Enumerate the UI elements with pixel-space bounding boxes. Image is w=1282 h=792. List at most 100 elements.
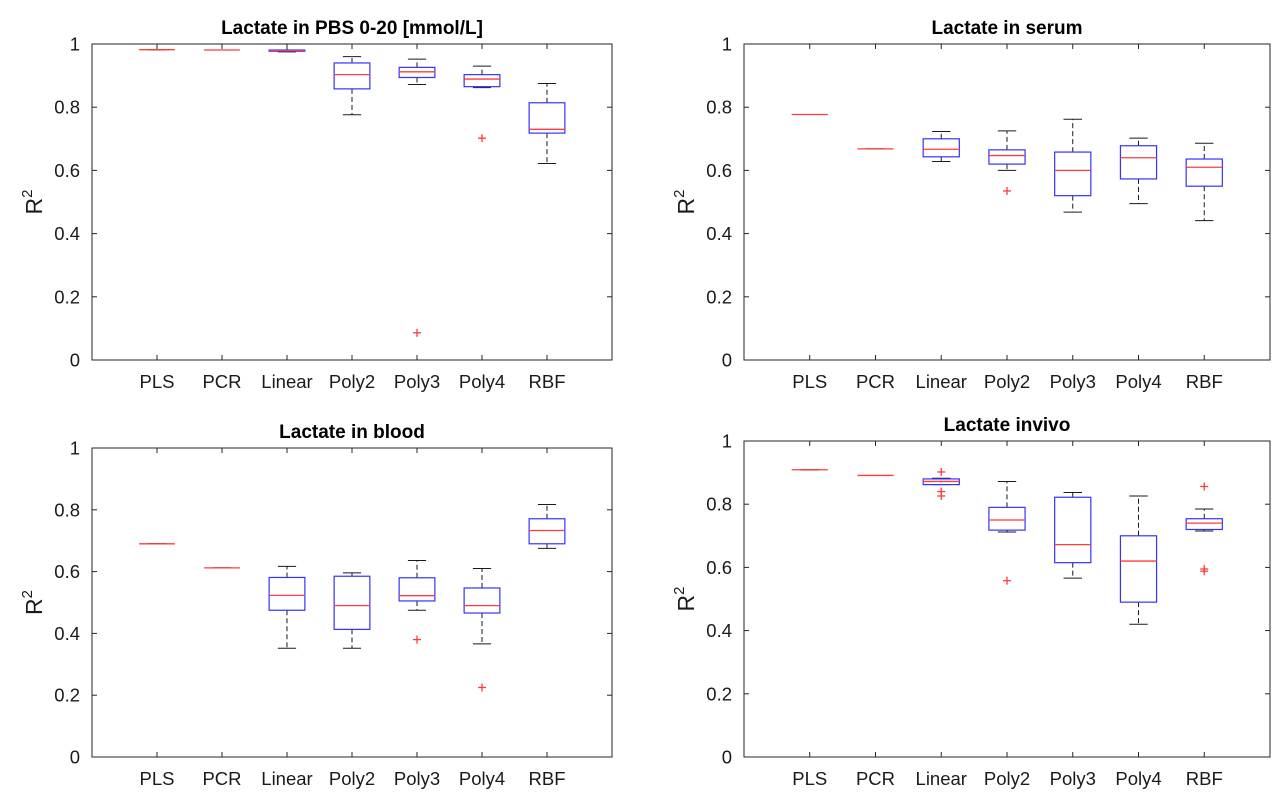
y-axis-label-text: R: [21, 198, 47, 215]
y-tick-label: 0: [70, 350, 80, 371]
x-tick-label: Poly3: [394, 768, 440, 789]
chart-title: Lactate invivo: [944, 415, 1071, 436]
x-tick-label: Poly3: [1050, 371, 1096, 392]
y-axis-label: R2: [19, 590, 47, 615]
y-tick-label: 1: [722, 34, 732, 55]
y-tick-label: 0.2: [54, 286, 80, 307]
y-tick-label: 0: [70, 747, 80, 768]
x-tick-label: PCR: [202, 768, 241, 789]
iqr-box: [988, 149, 1026, 165]
box-poly3: [1054, 492, 1092, 579]
y-tick-label: 0.6: [706, 160, 732, 181]
x-tick-label: PLS: [140, 371, 175, 392]
box-rbf: [1185, 142, 1223, 222]
y-tick-label: 0.2: [706, 286, 732, 307]
iqr-box: [1054, 151, 1092, 197]
outlier-marker: [413, 635, 421, 644]
chart-title: Lactate in PBS 0-20 [mmol/L]: [221, 18, 483, 39]
x-tick-label: Linear: [916, 371, 967, 392]
x-tick-label: PLS: [140, 768, 175, 789]
y-tick-label: 0.8: [54, 499, 80, 520]
outlier-marker: [478, 683, 486, 692]
x-tick-label: Poly4: [1115, 768, 1161, 789]
x-tick-label: Linear: [261, 768, 312, 789]
x-tick-label: PCR: [856, 371, 895, 392]
box-rbf: [528, 83, 566, 164]
iqr-box: [922, 138, 960, 158]
iqr-box: [333, 575, 371, 630]
box-poly3: [398, 58, 436, 337]
chart-panel-4: Lactate invivo 0 0.2 0.4 0.6 0.8 1 R2 PLS PCR Line…: [671, 415, 1271, 789]
outlier-marker: [1200, 482, 1209, 491]
iqr-box: [528, 518, 566, 545]
outlier-marker: [937, 467, 946, 476]
iqr-box: [1054, 496, 1092, 564]
x-tick-label: RBF: [529, 768, 566, 789]
y-axis-label-superscript: 2: [19, 190, 36, 198]
y-tick-label: 0.4: [706, 223, 732, 244]
box-poly4: [1119, 137, 1158, 205]
x-tick-label: PCR: [856, 768, 895, 789]
y-tick-label: 0.4: [54, 223, 80, 244]
outlier-marker: [1003, 186, 1011, 195]
axes-frame: [91, 447, 613, 758]
iqr-box: [1119, 145, 1158, 180]
box-rbf: [1185, 482, 1223, 576]
y-tick-label: 0.8: [706, 494, 732, 515]
box-linear: [922, 131, 960, 163]
x-tick-label: Poly3: [1050, 768, 1096, 789]
box-poly4: [1119, 495, 1158, 625]
iqr-box: [528, 102, 566, 134]
box-poly3: [1054, 118, 1092, 213]
y-tick-label: 0.2: [54, 685, 80, 706]
y-tick-label: 0.8: [54, 97, 80, 118]
outlier-marker: [1200, 567, 1209, 576]
x-tick-label: PLS: [792, 371, 827, 392]
chart-title: Lactate in serum: [932, 18, 1083, 39]
outlier-marker: [413, 328, 421, 337]
x-tick-label: Linear: [261, 371, 312, 392]
y-tick-label: 1: [722, 431, 732, 452]
box-poly2: [333, 572, 371, 649]
y-tick-label: 0.8: [706, 97, 732, 118]
box-linear: [268, 565, 306, 649]
x-tick-label: Poly2: [984, 371, 1030, 392]
x-tick-label: PLS: [792, 768, 827, 789]
chart-panel-3: Lactate in blood 0 0.2 0.4 0.6 0.8 1 R2 PLS PCR Li…: [19, 422, 613, 789]
box-linear: [268, 43, 306, 53]
outlier-marker: [937, 491, 946, 500]
box-poly4: [463, 568, 501, 692]
box-poly2: [333, 56, 371, 116]
y-tick-label: 1: [70, 438, 80, 459]
x-tick-label: PCR: [202, 371, 241, 392]
iqr-box: [333, 62, 371, 90]
y-tick-label: 0.2: [706, 683, 732, 704]
box-poly2: [988, 130, 1026, 195]
y-axis-label: R2: [671, 587, 699, 612]
box-poly2: [988, 480, 1026, 585]
y-axis-label-text: R: [673, 198, 699, 215]
box-poly3: [398, 559, 436, 644]
x-tick-label: Poly4: [459, 371, 505, 392]
y-tick-label: 1: [70, 34, 80, 55]
box-linear: [922, 467, 960, 500]
axes-frame: [743, 43, 1271, 361]
iqr-box: [268, 576, 306, 611]
y-tick-label: 0.4: [706, 620, 732, 641]
y-axis-label: R2: [671, 190, 699, 215]
y-tick-label: 0: [722, 747, 732, 768]
x-tick-label: Poly3: [394, 371, 440, 392]
y-axis-label-superscript: 2: [671, 587, 688, 595]
y-axis-label-superscript: 2: [671, 190, 688, 198]
iqr-box: [398, 577, 436, 602]
x-tick-label: Poly2: [984, 768, 1030, 789]
iqr-box: [1185, 518, 1223, 531]
outlier-marker: [1003, 576, 1011, 585]
chart-panel-2: Lactate in serum 0 0.2 0.4 0.6 0.8 1 R2 PLS PCR Li…: [671, 18, 1271, 392]
y-tick-label: 0: [722, 350, 732, 371]
y-tick-label: 0.6: [54, 561, 80, 582]
x-tick-label: Poly4: [1115, 371, 1161, 392]
iqr-box: [1185, 158, 1223, 187]
x-tick-label: RBF: [529, 371, 566, 392]
